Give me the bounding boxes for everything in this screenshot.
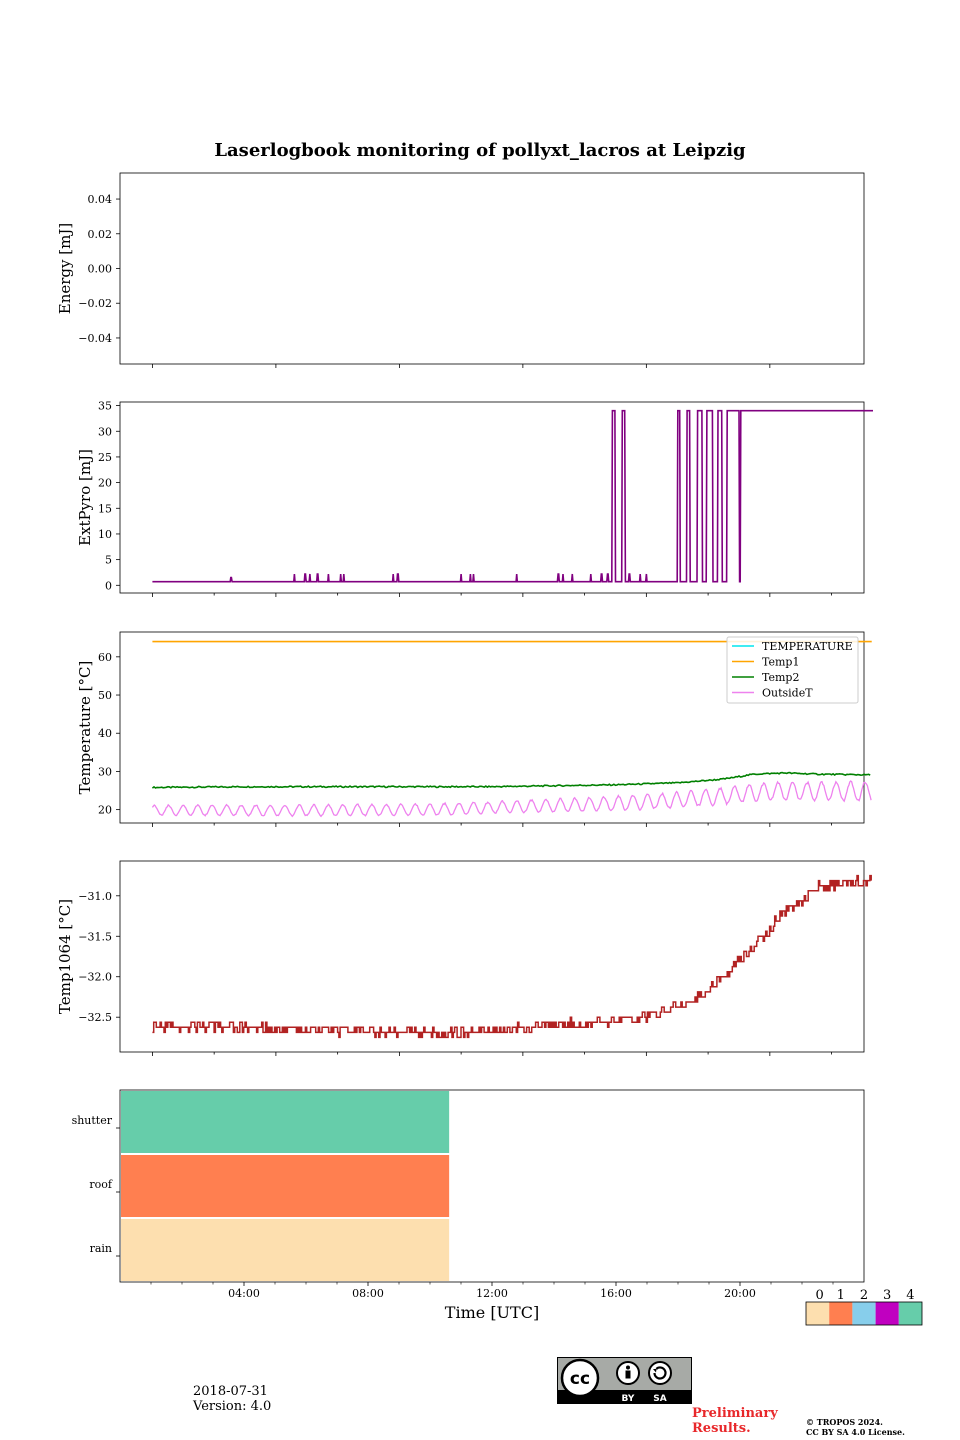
energy-axes-frame — [119, 172, 865, 365]
colorbar-segment — [829, 1302, 853, 1325]
y-tick-label: 5 — [105, 554, 112, 567]
y-tick-label: 20 — [98, 804, 112, 817]
y-tick-label: 35 — [98, 400, 112, 413]
colorbar-label: 0 — [815, 1288, 823, 1303]
colorbar-label: 2 — [860, 1288, 868, 1303]
copyright-note: © TROPOS 2024. CC BY SA 4.0 License. — [806, 1417, 905, 1437]
cc-license-badge: cc BY SA — [557, 1357, 692, 1408]
colorbar-frame — [805, 1301, 923, 1326]
x-tick-label: 16:00 — [600, 1287, 632, 1300]
status-row-label: roof — [89, 1178, 113, 1191]
legend-label: Temp1 — [762, 656, 799, 669]
y-tick-label: −0.02 — [78, 297, 112, 310]
y-tick-label: 0 — [105, 579, 112, 592]
y-tick-label: −32.0 — [78, 971, 112, 984]
extpyro-line — [152, 409, 873, 583]
temp1064-axes-frame — [119, 860, 865, 1053]
x-axis-label: Time [UTC] — [445, 1303, 539, 1322]
y-tick-label: −31.5 — [78, 930, 112, 943]
footer-version: Version: 4.0 — [193, 1399, 272, 1414]
colorbar-segment — [898, 1302, 922, 1325]
status-cell-rain — [119, 1217, 452, 1283]
status-cell-shutter — [119, 1089, 452, 1155]
chart-title: Laserlogbook monitoring of pollyxt_lacro… — [214, 140, 746, 161]
x-tick-label: 12:00 — [476, 1287, 508, 1300]
temp1064-line — [152, 874, 872, 1039]
status-cell-roof — [119, 1153, 452, 1219]
extpyro-axes-frame — [119, 401, 865, 594]
y-axis-label: Temp1064 [°C] — [56, 899, 74, 1014]
y-tick-label: 0.02 — [88, 228, 113, 241]
y-tick-label: 0.00 — [88, 263, 113, 276]
y-tick-label: 15 — [98, 502, 112, 515]
legend-label: Temp2 — [762, 671, 799, 684]
y-tick-label: −31.0 — [78, 890, 112, 903]
copyright-line-1: © TROPOS 2024. — [806, 1417, 883, 1427]
outsideT-line — [151, 780, 872, 818]
status-row-label: rain — [90, 1242, 112, 1255]
cc-sa-label: SA — [653, 1394, 666, 1404]
y-tick-label: −0.04 — [78, 332, 112, 345]
y-axis-label: Temperature [°C] — [76, 661, 94, 795]
y-tick-label: 30 — [98, 425, 112, 438]
colorbar-label: 3 — [883, 1288, 891, 1303]
preliminary-line-1: Preliminary — [692, 1406, 778, 1421]
y-tick-label: 20 — [98, 477, 112, 490]
y-tick-label: 10 — [98, 528, 112, 541]
y-tick-label: 0.04 — [88, 193, 113, 206]
legend-box — [726, 636, 859, 704]
temp2-line — [151, 771, 871, 789]
status-row-label: shutter — [72, 1114, 113, 1127]
y-tick-label: 50 — [98, 689, 112, 702]
x-tick-label: 04:00 — [228, 1287, 260, 1300]
x-tick-label: 20:00 — [724, 1287, 756, 1300]
cc-text: cc — [570, 1369, 590, 1389]
cc-by-label: BY — [622, 1394, 635, 1404]
y-tick-label: 30 — [98, 765, 112, 778]
footer-date: 2018-07-31 — [193, 1384, 268, 1399]
y-tick-label: −32.5 — [78, 1011, 112, 1024]
colorbar-segment — [806, 1302, 830, 1325]
legend-label: OutsideT — [762, 687, 813, 700]
y-tick-label: 25 — [98, 451, 112, 464]
temperature-axes-frame — [119, 631, 865, 824]
y-axis-label: Energy [mJ] — [56, 223, 74, 314]
copyright-line-2: CC BY SA 4.0 License. — [806, 1427, 905, 1437]
y-tick-label: 40 — [98, 727, 112, 740]
colorbar-segment — [852, 1302, 876, 1325]
colorbar-label: 4 — [906, 1288, 914, 1303]
x-tick-label: 08:00 — [352, 1287, 384, 1300]
y-axis-label: ExtPyro [mJ] — [76, 449, 94, 546]
footer-date-version: 2018-07-31 Version: 4.0 — [193, 1384, 271, 1414]
legend-label: TEMPERATURE — [762, 640, 853, 653]
y-tick-label: 60 — [98, 651, 112, 664]
preliminary-note: Preliminary Results. — [692, 1406, 778, 1436]
colorbar-segment — [875, 1302, 899, 1325]
colorbar-label: 1 — [837, 1288, 845, 1303]
preliminary-line-2: Results. — [692, 1421, 751, 1436]
